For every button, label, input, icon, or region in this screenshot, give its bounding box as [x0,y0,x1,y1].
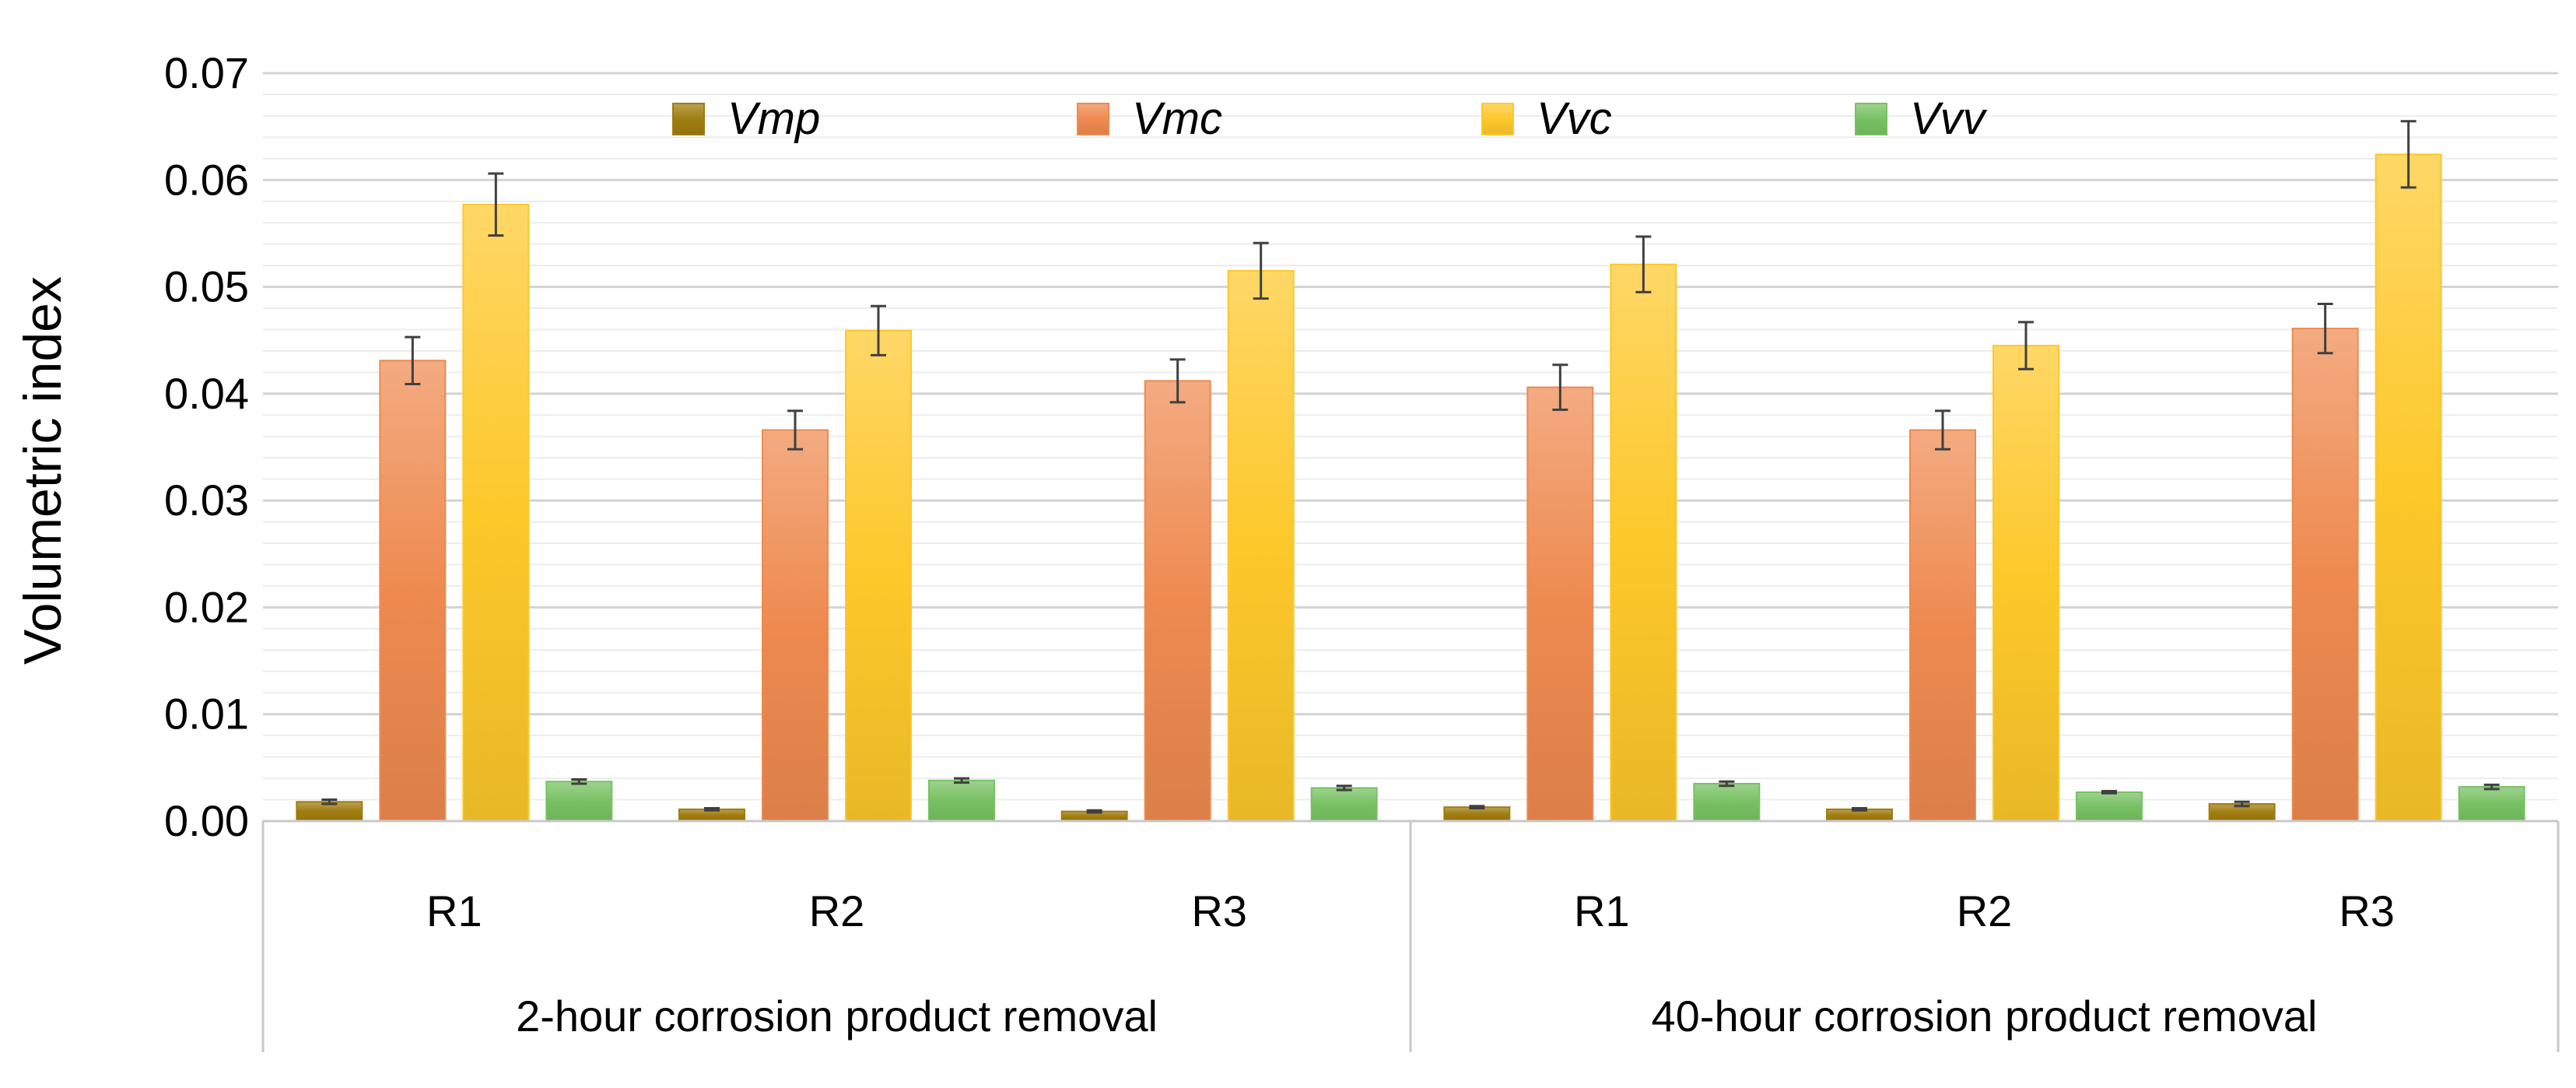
error-bar [704,807,720,812]
x-category-label: R1 [426,886,482,935]
bar-vmc [1526,386,1594,822]
error-bar [2400,120,2417,189]
error-bar [1169,358,1186,404]
legend-item-vvv: Vvv [1855,93,1988,144]
error-bars [321,120,2500,814]
legend-item-vvc: Vvc [1481,93,1612,144]
legend-swatch [1077,103,1109,135]
legend-label: Vmc [1132,93,1222,144]
error-bar [1635,235,1652,293]
x-group-label: 40-hour corrosion product removal [1652,991,2318,1041]
error-bar [488,172,504,237]
bars [296,153,2525,823]
bar-vvc [462,203,530,822]
bar-vmc [1144,380,1211,822]
legend-item-vmc: Vmc [1077,93,1222,144]
bar-vvc [1610,263,1677,822]
x-category-label: R3 [1191,886,1247,935]
y-axis-title: Volumetric index [13,276,72,665]
bar-vvc [845,329,912,822]
y-tick-label: 0.04 [164,369,249,418]
x-category-label: R1 [1574,886,1630,935]
bar-vvv [2076,791,2143,823]
y-axis-ticks: 0.00 0.01 0.02 0.03 0.04 0.05 0.06 0.07 [164,48,249,845]
error-bar [321,798,338,805]
y-tick-label: 0.03 [164,476,249,525]
x-category-label: R3 [2339,886,2395,935]
error-bar [2317,303,2333,355]
x-group-label: 2-hour corrosion product removal [516,991,1158,1041]
legend: Vmp Vmc Vvc Vvv [672,93,1988,144]
bar-vvc [1992,345,2059,823]
error-bar [2234,800,2250,808]
y-tick-label: 0.02 [164,582,249,631]
legend-swatch [672,103,705,135]
legend-swatch [1481,103,1514,135]
bar-vvc [1227,269,1295,822]
bar-vmc [2291,328,2359,822]
y-tick-label: 0.00 [164,796,249,845]
bar-vvv [928,779,995,822]
error-bar [1852,807,1867,812]
bar-vmc [762,429,829,823]
y-tick-label: 0.05 [164,262,249,311]
error-bar [2018,321,2034,370]
error-bar [1552,363,1568,411]
x-axis: R1 R2 R3 2-hour corrosion product removal R1… [261,820,2560,1052]
legend-swatch [1855,103,1887,135]
bar-vvv [2458,786,2525,822]
error-bar [2101,790,2117,795]
x-category-label: R2 [809,886,865,935]
error-bar [1935,409,1950,451]
error-bar [571,777,587,785]
y-tick-label: 0.06 [164,155,249,204]
error-bar [2483,783,2500,791]
legend-label: Vvv [1910,93,1988,144]
bar-vvc [2374,153,2442,822]
bar-vmc [379,360,447,822]
legend-label: Vmp [727,93,820,144]
bar-vmc [1909,429,1976,823]
gridlines [263,72,2558,801]
error-bar [1719,780,1735,788]
error-bar [871,304,886,356]
error-bar [1086,809,1102,814]
x-category-label: R2 [1957,886,2013,935]
bar-vvv [545,781,613,822]
y-tick-label: 0.01 [164,690,249,739]
legend-label: Vvc [1537,93,1612,144]
error-bar [1336,784,1352,791]
error-bar [787,409,803,451]
bar-vvv [1310,787,1378,822]
bar-vvv [1693,782,1761,823]
error-bar [1469,805,1485,810]
error-bar [405,335,421,386]
error-bar [954,777,969,784]
legend-item-vmp: Vmp [672,93,820,144]
y-tick-label: 0.07 [164,48,249,97]
error-bar [1253,241,1269,300]
